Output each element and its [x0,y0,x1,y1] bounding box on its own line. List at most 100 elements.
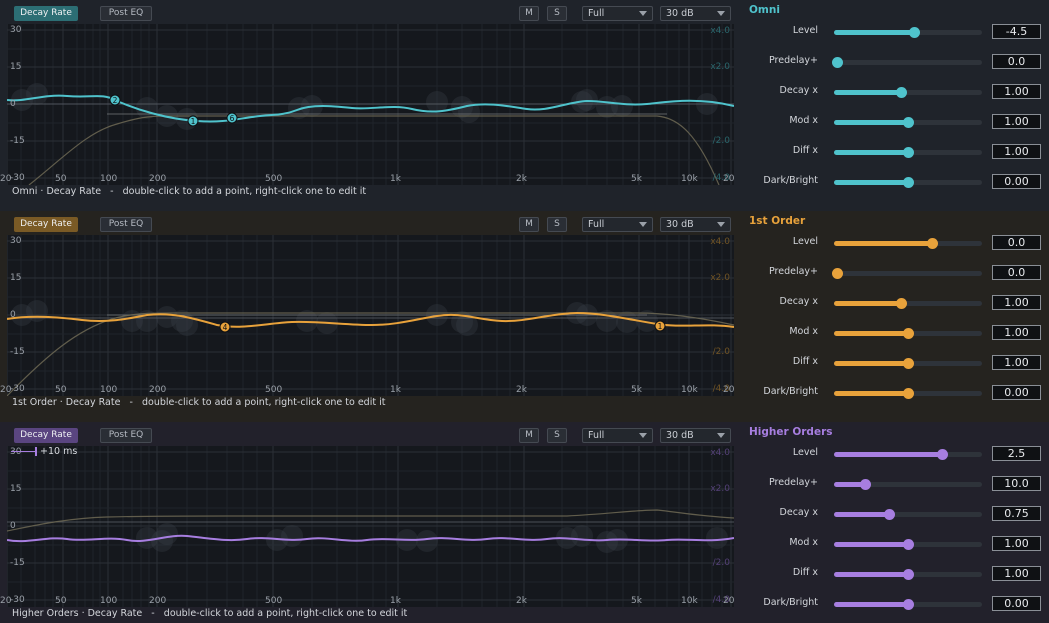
multiplier-label: /4.0 [712,173,730,183]
db-dropdown[interactable]: 30 dB [660,428,731,443]
range-dropdown[interactable]: Full [582,428,653,443]
param-value-field[interactable]: 1.00 [992,84,1041,99]
control-point[interactable]: 6 [226,112,238,124]
slider-knob[interactable] [903,569,914,580]
param-value-field[interactable]: 0.00 [992,174,1041,189]
slider-knob[interactable] [903,177,914,188]
slider-knob[interactable] [926,238,938,249]
chevron-down-icon [639,222,647,227]
slider-knob[interactable] [903,328,914,339]
slider-knob[interactable] [903,358,914,369]
param-value-field[interactable]: -4.5 [992,24,1041,39]
param-slider[interactable] [834,27,982,38]
param-slider[interactable] [834,117,982,128]
higher-orders-decay-graph[interactable]: 30 15 0 -15 -30 x4.0 x2.0/2.0/4.0 20 50 100 200 500… [0,446,734,607]
solo-button[interactable]: S [547,6,567,21]
param-slider[interactable] [834,147,982,158]
param-slider[interactable] [831,57,982,68]
multiplier-label: /2.0 [712,136,730,146]
omni-panel: Decay Rate Post EQ M S Full 30 dB 2 1 6 30 1… [0,0,1049,211]
x-axis-label: 2k [516,596,527,606]
control-point[interactable]: 1 [187,115,199,127]
slider-knob[interactable] [903,599,914,610]
slider-knob[interactable] [860,479,872,490]
control-point[interactable]: 4 [219,321,231,333]
slider-knob[interactable] [903,539,914,550]
param-slider[interactable] [834,599,982,610]
range-dropdown[interactable]: Full [582,217,653,232]
param-slider[interactable] [834,479,982,490]
x-axis-label: 5k [631,385,642,395]
control-point[interactable]: 2 [109,94,121,106]
range-value: Full [588,8,605,19]
omni-toolbar: Decay Rate Post EQ M S Full 30 dB [0,0,741,24]
param-row-diff-x: Diff x 1.00 [741,355,1049,375]
param-slider[interactable] [834,449,982,460]
param-slider[interactable] [834,509,982,520]
control-point[interactable]: 1 [654,320,666,332]
param-value-field[interactable]: 1.00 [992,144,1041,159]
slider-knob[interactable] [831,57,843,68]
decay-curve[interactable] [7,534,734,543]
param-value-field[interactable]: 0.0 [992,265,1041,280]
param-slider[interactable] [834,358,982,369]
slider-knob[interactable] [903,147,914,158]
param-slider[interactable] [831,268,982,279]
slider-fill [834,391,908,396]
solo-button[interactable]: S [547,217,567,232]
decay-rate-button[interactable]: Decay Rate [14,217,78,232]
slider-knob[interactable] [903,388,914,399]
param-value-field[interactable]: 0.0 [992,235,1041,250]
slider-knob[interactable] [883,509,895,520]
slider-knob[interactable] [831,268,843,279]
decay-curve[interactable] [7,311,734,328]
range-dropdown[interactable]: Full [582,6,653,21]
slider-fill [834,542,908,547]
param-value-field[interactable]: 1.00 [992,355,1041,370]
param-value-field[interactable]: 0.00 [992,596,1041,611]
param-slider[interactable] [834,87,982,98]
slider-knob[interactable] [937,449,949,460]
multiplier-label: x4.0 [710,237,730,247]
higher-orders-panel: Decay Rate Post EQ M S Full 30 dB 30 15 0 -… [0,422,1049,623]
param-value-field[interactable]: 1.00 [992,566,1041,581]
first-order-decay-graph[interactable]: 4 1 30 15 0 -15 -30 x4.0 x2.0/2.0/4.0 20 50 100 200 5… [0,235,734,396]
param-slider[interactable] [834,328,982,339]
omni-decay-graph[interactable]: 2 1 6 30 15 0 -15 -30 x4.0 x2.0/2.0/4.0 20 50 100 200… [0,24,735,185]
param-label: Mod x [789,115,818,126]
mute-button[interactable]: M [519,6,539,21]
post-eq-button[interactable]: Post EQ [100,6,152,21]
post-eq-button[interactable]: Post EQ [100,217,152,232]
param-slider[interactable] [834,177,982,188]
slider-knob[interactable] [895,87,907,98]
graph-canvas[interactable]: 2 1 6 [7,24,734,185]
graph-canvas[interactable] [7,446,734,607]
solo-button[interactable]: S [547,428,567,443]
param-value-field[interactable]: 0.00 [992,385,1041,400]
mute-button[interactable]: M [519,217,539,232]
param-slider[interactable] [834,298,982,309]
slider-knob[interactable] [895,298,907,309]
param-slider[interactable] [834,569,982,580]
param-slider[interactable] [834,539,982,550]
slider-knob[interactable] [903,117,914,128]
param-value-field[interactable]: 1.00 [992,114,1041,129]
param-value-field[interactable]: 1.00 [992,536,1041,551]
decay-rate-button[interactable]: Decay Rate [14,6,78,21]
mute-button[interactable]: M [519,428,539,443]
param-value-field[interactable]: 1.00 [992,295,1041,310]
db-dropdown[interactable]: 30 dB [660,6,731,21]
param-value-field[interactable]: 2.5 [992,446,1041,461]
param-value-field[interactable]: 1.00 [992,325,1041,340]
decay-rate-button[interactable]: Decay Rate [14,428,78,443]
param-value-field[interactable]: 0.75 [992,506,1041,521]
param-value-field[interactable]: 0.0 [992,54,1041,69]
db-dropdown[interactable]: 30 dB [660,217,731,232]
param-slider[interactable] [834,388,982,399]
slider-knob[interactable] [908,27,920,38]
post-eq-button[interactable]: Post EQ [100,428,152,443]
param-value-field[interactable]: 10.0 [992,476,1041,491]
param-slider[interactable] [834,238,982,249]
x-axis-label: 20 [723,174,735,184]
